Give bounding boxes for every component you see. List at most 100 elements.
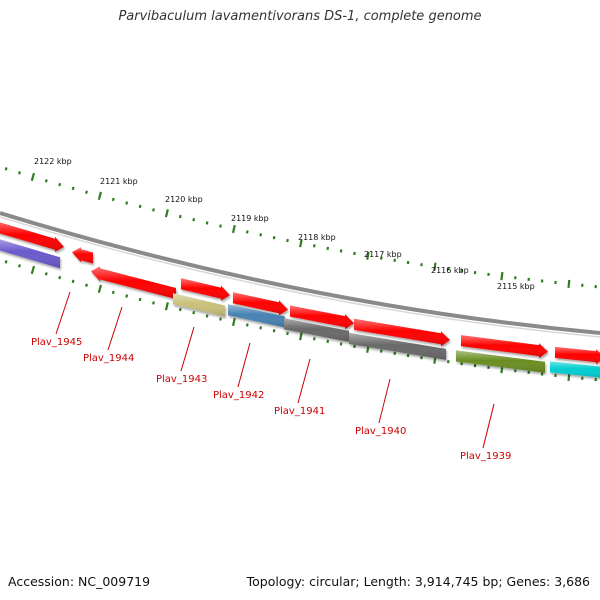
gene-label[interactable]: Plav_1941 (274, 406, 325, 417)
ruler-minor-tick (71, 279, 75, 284)
ruler-minor-tick (111, 290, 115, 295)
ruler-major-tick (299, 332, 303, 341)
ruler-labels: 2122 kbp 2121 kbp 2120 kbp 2119 kbp 2118 kbp… (34, 157, 535, 291)
gene-feature[interactable] (555, 346, 600, 365)
ruler-minor-tick (245, 230, 249, 234)
gene-label[interactable]: Plav_1940 (355, 426, 406, 437)
ruler-minor-tick (473, 270, 477, 275)
gene-feature[interactable] (91, 266, 176, 299)
ruler-minor-tick (326, 339, 330, 344)
ruler-minor-tick (286, 238, 289, 243)
map-title: Parvibaculum lavamentivorans DS-1, compl… (118, 9, 482, 24)
ruler-major-tick (97, 191, 103, 200)
ruler-major-tick (567, 279, 571, 289)
label-leader-line (55, 291, 71, 335)
gene-feature[interactable] (461, 335, 548, 359)
ruler-minor-tick (219, 224, 222, 228)
ruler-minor-tick (71, 186, 75, 191)
ruler-minor-tick (4, 260, 8, 264)
gene-label[interactable]: Plav_1939 (460, 451, 511, 462)
ruler-minor-tick (406, 353, 410, 358)
ruler-minor-tick (58, 275, 62, 280)
ruler-minor-tick (393, 351, 397, 355)
ruler-minor-tick (4, 167, 8, 171)
ruler-minor-tick (339, 342, 343, 346)
ruler-minor-tick (44, 272, 48, 276)
ruler-minor-tick (259, 233, 263, 237)
ruler-major-tick (164, 302, 169, 311)
ruler-major-tick (366, 251, 370, 260)
ruler-minor-tick (554, 373, 557, 378)
ruler-minor-tick (245, 323, 249, 327)
ruler-label: 2118 kbp (298, 233, 336, 242)
ruler-label: 2120 kbp (165, 195, 203, 204)
ruler-major-tick (30, 172, 36, 182)
ruler-minor-tick (85, 283, 88, 287)
gene-feature[interactable] (354, 318, 450, 347)
ruler-minor-tick (58, 182, 62, 187)
gene-feature[interactable] (0, 238, 60, 269)
ruler-minor-tick (353, 251, 356, 256)
ruler-minor-tick (18, 171, 21, 175)
ruler-minor-tick (152, 208, 155, 212)
ruler-minor-tick (326, 246, 330, 251)
ruler-minor-tick (138, 204, 142, 209)
ruler-minor-tick (259, 326, 263, 330)
ruler-minor-tick (44, 179, 48, 183)
gene-feature[interactable] (233, 292, 288, 316)
gene-feature[interactable] (290, 305, 354, 330)
ruler-minor-tick (514, 369, 517, 373)
ruler-minor-tick (125, 201, 129, 205)
gene-label[interactable]: Plav_1945 (31, 337, 82, 348)
gene-feature[interactable] (173, 293, 225, 317)
ruler-minor-tick (379, 349, 383, 353)
gene-feature[interactable] (228, 304, 285, 328)
gene-feature[interactable] (550, 361, 600, 378)
gene-features (0, 221, 600, 378)
ruler-upper (4, 167, 597, 289)
ruler-minor-tick (554, 280, 557, 285)
accession-text: Accession: NC_009719 (8, 574, 151, 589)
ruler-minor-tick (286, 331, 289, 336)
ruler-minor-tick (527, 370, 530, 375)
gene-feature[interactable] (456, 350, 545, 373)
gene-label[interactable]: Plav_1942 (213, 390, 264, 401)
gene-feature[interactable] (72, 247, 93, 264)
ruler-label: 2115 kbp (497, 282, 535, 291)
ruler-minor-tick (379, 256, 383, 260)
label-leader-line (180, 326, 195, 372)
ruler-lower (4, 260, 597, 382)
ruler-minor-tick (312, 337, 316, 341)
ruler-minor-tick (393, 258, 397, 262)
gene-feature[interactable] (181, 278, 230, 301)
ruler-minor-tick (125, 294, 129, 298)
ruler-minor-tick (594, 285, 597, 289)
ruler-minor-tick (85, 190, 88, 194)
ruler-minor-tick (581, 376, 584, 380)
ruler-minor-tick (205, 221, 209, 225)
backbone-inner (0, 216, 600, 338)
ruler-minor-tick (527, 277, 530, 282)
ruler-minor-tick (540, 372, 544, 376)
ruler-minor-tick (460, 362, 463, 366)
ruler-minor-tick (138, 297, 142, 302)
backbone-outer (0, 211, 600, 335)
ruler-minor-tick (460, 269, 463, 273)
ruler-minor-tick (272, 236, 276, 240)
ruler-minor-tick (420, 356, 423, 360)
gene-feature[interactable] (284, 318, 349, 342)
gene-label[interactable]: Plav_1944 (83, 353, 134, 364)
ruler-minor-tick (192, 311, 196, 315)
ruler-label: 2116 kbp (431, 266, 469, 275)
ruler-label: 2122 kbp (34, 157, 72, 166)
label-leader-line (107, 306, 123, 351)
gene-label[interactable]: Plav_1943 (156, 374, 207, 385)
ruler-minor-tick (420, 263, 423, 267)
label-leader-line (482, 403, 495, 449)
ruler-minor-tick (152, 301, 155, 305)
ruler-minor-tick (178, 307, 182, 312)
gene-feature[interactable] (349, 332, 446, 360)
ruler-minor-tick (272, 329, 276, 333)
gene-feature[interactable] (0, 221, 64, 252)
ruler-minor-tick (219, 317, 222, 321)
